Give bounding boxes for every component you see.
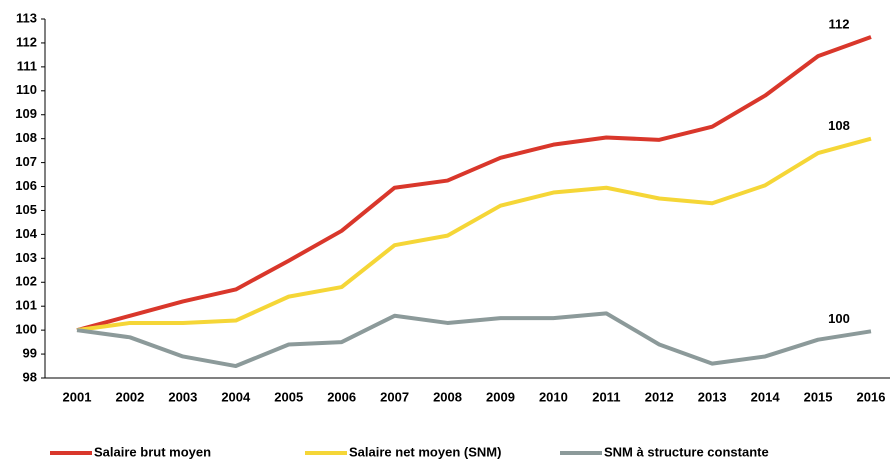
y-tick-label: 110 (16, 82, 37, 97)
value-label: 100 (828, 311, 850, 326)
y-tick-label: 111 (17, 58, 37, 73)
y-tick-label: 99 (23, 346, 37, 361)
x-tick-label: 2014 (751, 389, 781, 404)
x-tick-label: 2012 (645, 389, 674, 404)
y-tick-label: 104 (15, 226, 37, 241)
y-tick-label: 100 (15, 322, 37, 337)
x-tick-label: 2011 (592, 389, 620, 404)
y-tick-label: 112 (16, 34, 37, 49)
x-tick-label: 2002 (115, 389, 144, 404)
series-line (76, 136, 872, 333)
series-line (76, 311, 872, 369)
value-label: 112 (829, 16, 850, 31)
x-tick-label: 2005 (274, 389, 303, 404)
x-tick-label: 2015 (804, 389, 833, 404)
y-tick-label: 113 (16, 10, 37, 25)
x-tick-label: 2010 (539, 389, 568, 404)
legend-label: Salaire net moyen (SNM) (349, 444, 501, 459)
x-tick-label: 2006 (327, 389, 356, 404)
x-tick-label: 2013 (698, 389, 727, 404)
x-tick-label: 2009 (486, 389, 515, 404)
legend-label: SNM à structure constante (604, 444, 769, 459)
y-tick-label: 101 (15, 298, 37, 313)
x-tick-label: 2001 (63, 389, 92, 404)
series-line (76, 35, 872, 333)
y-tick-label: 98 (23, 369, 37, 384)
y-tick-label: 106 (15, 178, 37, 193)
legend-label: Salaire brut moyen (94, 444, 211, 459)
y-tick-label: 105 (15, 202, 37, 217)
y-tick-label: 107 (15, 154, 37, 169)
x-tick-label: 2004 (221, 389, 251, 404)
y-tick-label: 108 (15, 130, 37, 145)
x-tick-label: 2003 (168, 389, 197, 404)
y-tick-label: 103 (15, 250, 37, 265)
value-label: 108 (828, 118, 850, 133)
y-tick-label: 109 (15, 106, 37, 121)
y-tick-label: 102 (15, 274, 37, 289)
x-tick-label: 2016 (857, 389, 886, 404)
x-tick-label: 2007 (380, 389, 409, 404)
x-tick-label: 2008 (433, 389, 462, 404)
